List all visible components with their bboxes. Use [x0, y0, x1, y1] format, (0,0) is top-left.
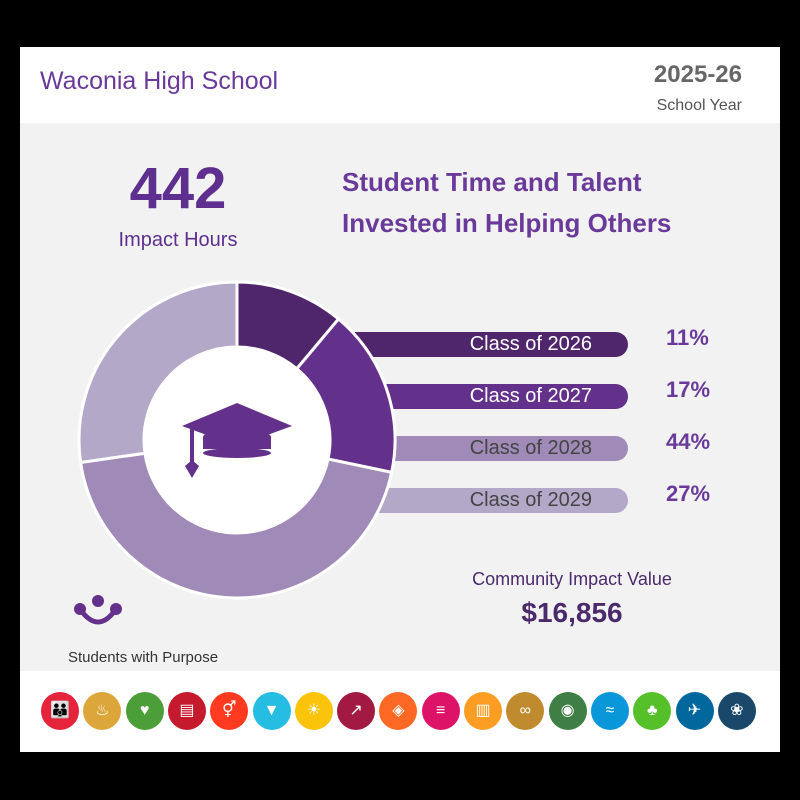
- percent-label: 11%: [666, 325, 709, 350]
- connected-people-icon: [74, 595, 122, 625]
- graduation-cap-icon: [182, 403, 292, 478]
- community-impact-value: $16,856: [521, 597, 623, 628]
- impact-hours-value: 442: [129, 156, 227, 221]
- life-on-land-icon: ♣: [633, 692, 672, 730]
- header: Waconia High School 2025-26 School Year: [20, 47, 780, 123]
- percent-label: 27%: [666, 481, 711, 506]
- brand-name: Students with Purpose: [68, 649, 219, 666]
- no-poverty-icon: 👪: [41, 692, 79, 730]
- community-impact-label: Community Impact Value: [472, 569, 672, 589]
- title-line-2: Invested in Helping Others: [342, 208, 672, 238]
- donut-chart: [77, 280, 397, 600]
- life-below-water-icon: ≈: [590, 692, 629, 730]
- school-name: Waconia High School: [40, 67, 279, 95]
- industry-innovation-icon: ◈: [379, 692, 418, 730]
- zero-hunger-icon: ♨: [83, 692, 122, 730]
- legend-bar-class-of-2028: Class of 2028: [355, 436, 628, 461]
- school-year: 2025-26: [653, 61, 742, 88]
- partnerships-icon: ❀: [717, 692, 756, 730]
- quality-education-icon: ▤: [167, 692, 206, 730]
- school-year-label: School Year: [656, 97, 742, 114]
- page-title: Student Time and Talent Invested in Helpi…: [342, 162, 671, 244]
- climate-action-icon: ◉: [548, 692, 587, 730]
- decent-work-icon: ↗: [337, 692, 376, 730]
- impact-hours-label: Impact Hours: [118, 229, 238, 251]
- legend-bar-class-of-2027: Class of 2027: [355, 384, 628, 409]
- title-line-1: Student Time and Talent: [342, 167, 642, 197]
- clean-water-icon: ▼: [252, 692, 291, 730]
- percent-label: 44%: [666, 429, 711, 454]
- reduced-inequalities-icon: ≡: [421, 692, 460, 730]
- clean-energy-icon: ☀: [294, 692, 333, 730]
- percent-label: 17%: [666, 377, 711, 402]
- good-health-icon: ♥: [125, 692, 164, 730]
- impact-card: Waconia High School 2025-26 School Year …: [20, 47, 780, 752]
- legend-bar-class-of-2029: Class of 2029: [355, 488, 628, 513]
- sustainable-cities-icon: ▥: [464, 692, 502, 730]
- legend-bar-class-of-2026: Class of 2026: [355, 332, 628, 357]
- responsible-consumption-icon: ∞: [506, 692, 545, 730]
- peace-justice-icon: ✈: [675, 692, 714, 730]
- gender-equality-icon: ⚥: [210, 692, 249, 730]
